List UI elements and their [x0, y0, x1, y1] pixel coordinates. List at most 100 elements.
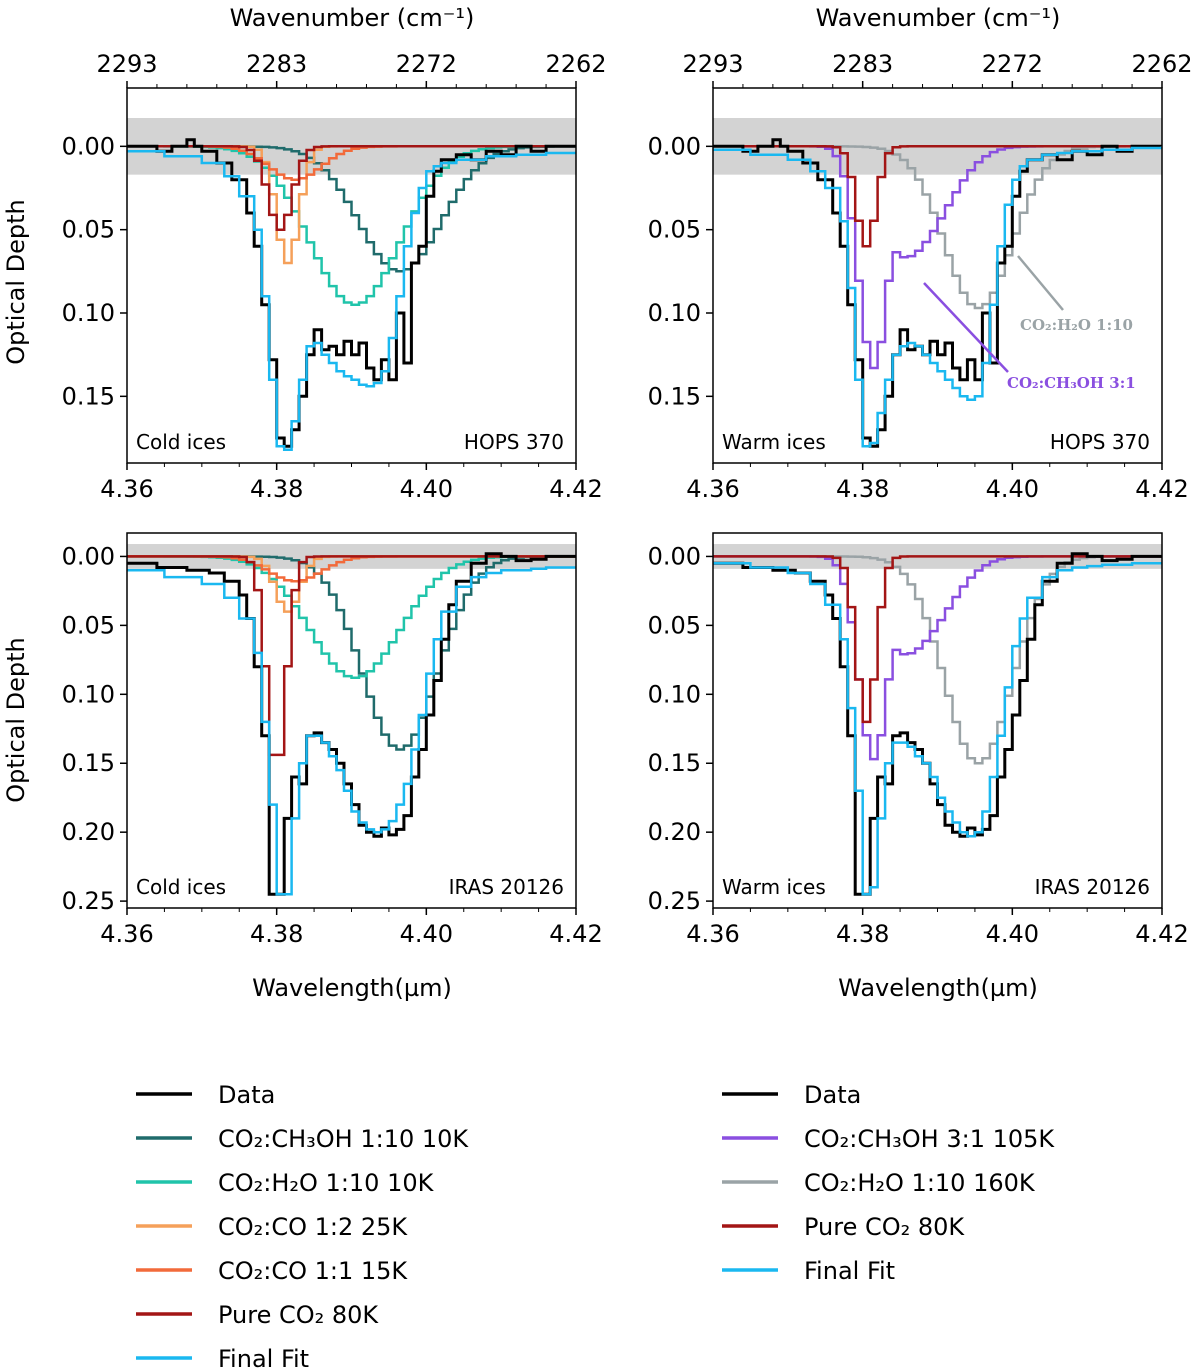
- series-final-fit: [713, 146, 1162, 448]
- top-tick-label: 2283: [832, 50, 893, 78]
- annotation-h2o: CO₂:H₂O 1:10: [1017, 255, 1133, 334]
- series-data: [127, 138, 576, 448]
- y-tick-label: 0.00: [62, 132, 115, 160]
- series-co2_h2o_1_10_160k: [713, 555, 1162, 765]
- y-tick-label: 0.15: [62, 749, 115, 777]
- legend-label: Data: [218, 1081, 275, 1109]
- top-tick-label: 2262: [545, 50, 606, 78]
- annotation-h2o-leader: [1017, 255, 1064, 311]
- top-tick-label: 2293: [682, 50, 743, 78]
- legend-label: CO₂:CO 1:2 25K: [218, 1213, 408, 1241]
- y-tick-label: 0.10: [648, 299, 701, 327]
- top-tick-label: 2293: [96, 50, 157, 78]
- x-tick-label: 4.38: [250, 475, 303, 503]
- series-pure_co2: [127, 555, 576, 757]
- series-co2_ch3oh_1_10: [127, 555, 576, 751]
- legend-label: CO₂:CH₃OH 3:1 105K: [804, 1125, 1055, 1153]
- series-final-fit: [713, 562, 1162, 896]
- plot-area: [127, 544, 576, 896]
- x-tick-label: 4.42: [1135, 475, 1188, 503]
- plot-area: [713, 544, 1162, 896]
- y-axis-label-bottom: Optical Depth: [2, 637, 30, 803]
- x-tick-label: 4.42: [549, 920, 602, 948]
- x-tick-label: 4.36: [686, 475, 739, 503]
- source-label: IRAS 20126: [449, 875, 564, 899]
- annotation-h2o-label: CO₂:H₂O 1:10: [1020, 316, 1133, 334]
- series-data: [713, 552, 1162, 896]
- legend-left: Data CO₂:CH₃OH 1:10 10K CO₂:H₂O 1:10 10K CO…: [136, 1081, 469, 1370]
- series-co2_ch3oh_3_1: [713, 145, 1162, 370]
- ice-label: Cold ices: [136, 875, 226, 899]
- top-tick-label: 2283: [246, 50, 307, 78]
- y-tick-label: 0.00: [648, 132, 701, 160]
- x-tick-label: 4.40: [986, 920, 1039, 948]
- y-tick-label: 0.05: [648, 611, 701, 639]
- series-data: [127, 552, 576, 896]
- legend-label: Pure CO₂ 80K: [218, 1301, 379, 1329]
- y-tick-label: 0.05: [62, 216, 115, 244]
- legend-label: CO₂:CH₃OH 1:10 10K: [218, 1125, 469, 1153]
- plot-frame: [126, 532, 577, 909]
- y-tick-label: 0.15: [648, 382, 701, 410]
- top-tick-label: 2262: [1131, 50, 1192, 78]
- top-tick-label: 2272: [982, 50, 1043, 78]
- ice-label: Warm ices: [722, 875, 826, 899]
- annotation-ch3oh-label: CO₂:CH₃OH 3:1: [1007, 374, 1136, 392]
- source-label: IRAS 20126: [1035, 875, 1150, 899]
- panel-hops370-warm: 4.36 4.38 4.40 4.42 0.00 0.05 0.10 0.15 2293 2283…: [648, 50, 1193, 503]
- plot-area: [713, 118, 1162, 448]
- y-tick-label: 0.20: [648, 818, 701, 846]
- y-tick-label: 0.05: [62, 611, 115, 639]
- y-tick-label: 0.20: [62, 818, 115, 846]
- x-tick-label: 4.42: [549, 475, 602, 503]
- y-tick-label: 0.00: [62, 542, 115, 570]
- x-tick-label: 4.40: [400, 920, 453, 948]
- series-pure_co2: [713, 555, 1162, 724]
- legend-label: Final Fit: [218, 1345, 309, 1370]
- legend-label: Final Fit: [804, 1257, 895, 1285]
- top-tick-label: 2272: [396, 50, 457, 78]
- series-data: [713, 138, 1162, 448]
- legend-label: Data: [804, 1081, 861, 1109]
- x-tick-label: 4.36: [100, 475, 153, 503]
- x-tick-label: 4.38: [836, 475, 889, 503]
- series-final-fit: [127, 150, 576, 451]
- y-tick-label: 0.25: [62, 887, 115, 915]
- ice-label: Cold ices: [136, 430, 226, 454]
- series-pure_co2: [713, 145, 1162, 248]
- x-tick-label: 4.40: [400, 475, 453, 503]
- plot-frame: [712, 532, 1163, 909]
- annotation-ch3oh: CO₂:CH₃OH 3:1: [923, 282, 1136, 392]
- y-tick-label: 0.25: [648, 887, 701, 915]
- top-axis-label-right: Wavenumber (cm⁻¹): [816, 4, 1061, 32]
- source-label: HOPS 370: [464, 430, 564, 454]
- x-tick-label: 4.40: [986, 475, 1039, 503]
- y-tick-label: 0.00: [648, 542, 701, 570]
- y-tick-label: 0.10: [648, 680, 701, 708]
- x-tick-label: 4.36: [686, 920, 739, 948]
- x-tick-label: 4.38: [836, 920, 889, 948]
- legend-label: CO₂:H₂O 1:10 160K: [804, 1169, 1036, 1197]
- series-pure_co2: [127, 145, 576, 231]
- series-final-fit: [127, 566, 576, 896]
- series-co2_h2o_1_10_10k: [127, 555, 576, 680]
- y-tick-label: 0.10: [62, 680, 115, 708]
- plot-area: [127, 118, 576, 451]
- x-tick-label: 4.36: [100, 920, 153, 948]
- source-label: HOPS 370: [1050, 430, 1150, 454]
- panel-iras20126-cold: 4.36 4.38 4.40 4.42 0.00 0.05 0.10 0.15 0.20 0.25…: [62, 532, 603, 948]
- legend-label: CO₂:H₂O 1:10 10K: [218, 1169, 435, 1197]
- y-tick-label: 0.15: [648, 749, 701, 777]
- ice-label: Warm ices: [722, 430, 826, 454]
- legend-label: Pure CO₂ 80K: [804, 1213, 965, 1241]
- legend-right: Data CO₂:CH₃OH 3:1 105K CO₂:H₂O 1:10 160K P…: [722, 1081, 1055, 1285]
- top-axis-label-left: Wavenumber (cm⁻¹): [230, 4, 475, 32]
- annotation-ch3oh-leader: [923, 282, 1009, 373]
- y-tick-label: 0.15: [62, 382, 115, 410]
- x-axis-label-left: Wavelength(µm): [252, 974, 452, 1002]
- y-tick-label: 0.10: [62, 299, 115, 327]
- legend-label: CO₂:CO 1:1 15K: [218, 1257, 408, 1285]
- y-axis-label-top: Optical Depth: [2, 199, 30, 365]
- y-tick-label: 0.05: [648, 216, 701, 244]
